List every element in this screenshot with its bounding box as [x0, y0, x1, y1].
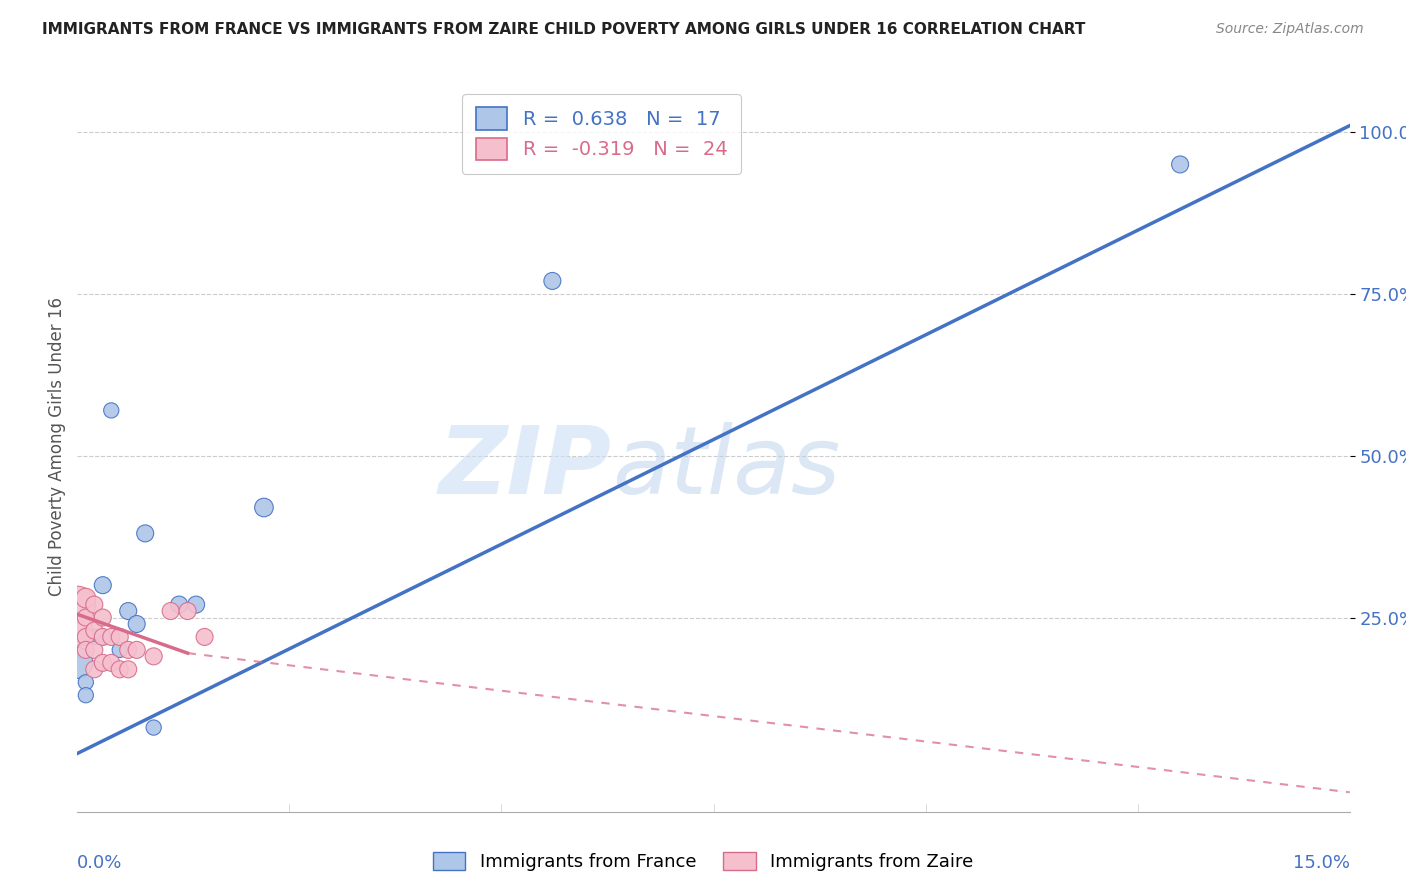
- Point: [66, 624, 89, 638]
- Point: [100, 656, 122, 670]
- Legend: Immigrants from France, Immigrants from Zaire: Immigrants from France, Immigrants from …: [426, 845, 980, 879]
- Point: [91, 630, 114, 644]
- Point: [100, 630, 122, 644]
- Point: [83, 630, 105, 644]
- Point: [66, 656, 89, 670]
- Text: 0.0%: 0.0%: [77, 854, 122, 871]
- Text: 15.0%: 15.0%: [1292, 854, 1350, 871]
- Point: [125, 643, 148, 657]
- Point: [117, 643, 139, 657]
- Point: [142, 649, 165, 664]
- Point: [184, 598, 207, 612]
- Point: [75, 630, 97, 644]
- Point: [176, 604, 198, 618]
- Point: [91, 610, 114, 624]
- Point: [75, 675, 97, 690]
- Point: [253, 500, 276, 515]
- Point: [167, 598, 190, 612]
- Point: [117, 662, 139, 676]
- Point: [83, 624, 105, 638]
- Text: Source: ZipAtlas.com: Source: ZipAtlas.com: [1216, 22, 1364, 37]
- Point: [83, 643, 105, 657]
- Point: [117, 604, 139, 618]
- Point: [194, 630, 217, 644]
- Point: [75, 591, 97, 606]
- Point: [100, 403, 122, 417]
- Text: ZIP: ZIP: [439, 422, 612, 514]
- Text: atlas: atlas: [612, 423, 839, 514]
- Point: [134, 526, 156, 541]
- Point: [108, 643, 131, 657]
- Point: [142, 721, 165, 735]
- Point: [75, 610, 97, 624]
- Point: [108, 630, 131, 644]
- Point: [91, 578, 114, 592]
- Point: [108, 662, 131, 676]
- Point: [75, 643, 97, 657]
- Point: [66, 598, 89, 612]
- Legend: R =  0.638   N =  17, R =  -0.319   N =  24: R = 0.638 N = 17, R = -0.319 N = 24: [463, 94, 741, 174]
- Point: [91, 630, 114, 644]
- Y-axis label: Child Poverty Among Girls Under 16: Child Poverty Among Girls Under 16: [48, 296, 66, 596]
- Point: [83, 662, 105, 676]
- Point: [91, 656, 114, 670]
- Point: [83, 598, 105, 612]
- Point: [125, 617, 148, 632]
- Text: IMMIGRANTS FROM FRANCE VS IMMIGRANTS FROM ZAIRE CHILD POVERTY AMONG GIRLS UNDER : IMMIGRANTS FROM FRANCE VS IMMIGRANTS FRO…: [42, 22, 1085, 37]
- Point: [159, 604, 181, 618]
- Point: [541, 274, 564, 288]
- Point: [75, 688, 97, 702]
- Point: [1168, 157, 1191, 171]
